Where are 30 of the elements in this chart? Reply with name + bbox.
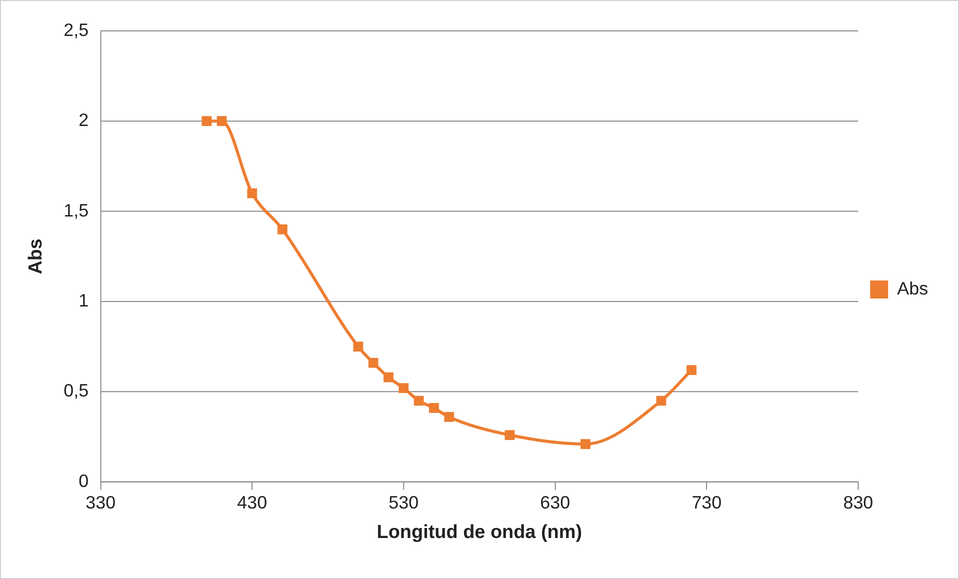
y-axis-title: Abs (26, 238, 47, 274)
x-tick-label: 630 (540, 492, 570, 513)
y-tick-label: 1,5 (64, 200, 89, 220)
point (414, 396, 424, 406)
x-axis-title: Longitud de onda (nm) (376, 522, 582, 543)
y-tick-label: 0,5 (64, 380, 89, 401)
point (384, 372, 394, 382)
x-tick-label: 530 (388, 492, 419, 513)
point (368, 358, 378, 368)
x-tick-label: 830 (843, 492, 874, 513)
legend-label: Abs (897, 278, 928, 298)
point (398, 383, 409, 394)
point (277, 224, 288, 234)
point (656, 396, 666, 406)
y-tick-label: 1 (78, 290, 89, 310)
x-tick-label: 330 (86, 492, 116, 513)
point (247, 188, 258, 198)
y-tick-label: 0 (78, 470, 89, 491)
y-tick-label: 2,5 (64, 20, 89, 40)
point (216, 116, 227, 126)
point (504, 430, 515, 440)
point (429, 403, 439, 413)
point (686, 365, 696, 376)
point (580, 439, 590, 449)
point (202, 116, 212, 126)
point (353, 342, 364, 352)
point (444, 412, 454, 422)
y-tick-label: 2 (78, 110, 89, 130)
x-tick-label: 430 (237, 492, 268, 513)
x-tick-label: 730 (692, 492, 722, 513)
